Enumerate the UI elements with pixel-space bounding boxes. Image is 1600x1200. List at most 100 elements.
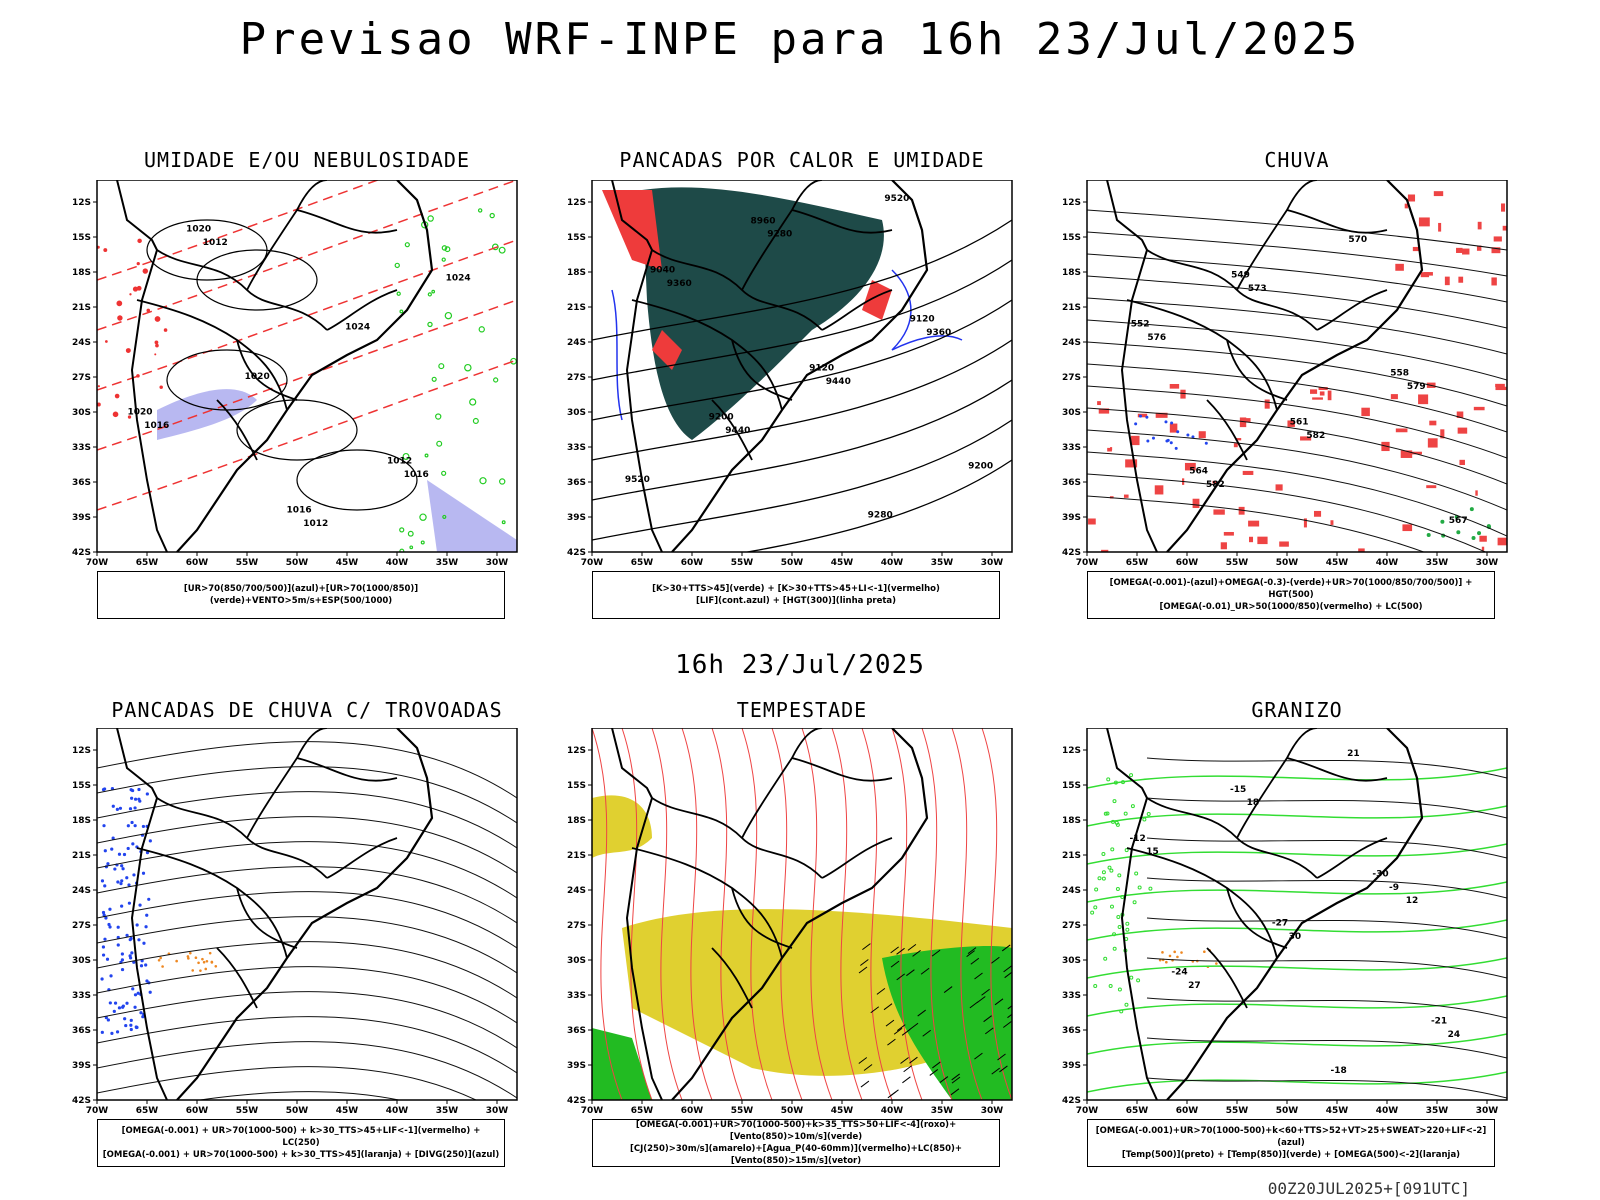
lat-tick-label: 21S bbox=[1062, 303, 1081, 313]
lat-tick-label: 24S bbox=[72, 338, 91, 348]
contour-label: -9 bbox=[1389, 883, 1399, 893]
contour-label: 9200 bbox=[968, 462, 993, 472]
contour-label: 582 bbox=[1306, 431, 1325, 441]
lat-tick-label: 30S bbox=[567, 956, 586, 966]
legend-tempestade: [OMEGA(-0.001)+UR>70(1000-500)+k>35_TTS>… bbox=[592, 1119, 1000, 1167]
lon-tick-label: 40W bbox=[386, 558, 409, 568]
legend-line: [OMEGA(-0.001)+UR>70(1000-500)+k>35_TTS>… bbox=[635, 1120, 957, 1142]
lat-tick-label: 36S bbox=[72, 1026, 91, 1036]
lat-tick-label: 15S bbox=[567, 233, 586, 243]
lon-tick-label: 50W bbox=[286, 1106, 309, 1116]
contour-label: 579 bbox=[1407, 382, 1426, 392]
contour-label: 570 bbox=[1348, 235, 1367, 245]
lat-tick-label: 24S bbox=[1062, 338, 1081, 348]
contour-label: 1012 bbox=[387, 457, 412, 467]
contour-label: 9120 bbox=[910, 314, 935, 324]
lat-tick-label: 42S bbox=[72, 1096, 91, 1106]
main-title: Previsao WRF-INPE para 16h 23/Jul/2025 bbox=[239, 14, 1361, 65]
contour-label: 576 bbox=[1147, 333, 1166, 343]
lat-tick-label: 39S bbox=[567, 1061, 586, 1071]
contour-label: -12 bbox=[1130, 834, 1146, 844]
lon-tick-label: 65W bbox=[136, 558, 159, 568]
lon-tick-label: 65W bbox=[136, 1106, 159, 1116]
lat-tick-label: 36S bbox=[1062, 1026, 1081, 1036]
lat-tick-label: 24S bbox=[1062, 886, 1081, 896]
lat-tick-label: 27S bbox=[72, 373, 91, 383]
map-granizo: 12 15 18 21 24 27 30 -9 -12 -15 -18 -21 -24 -27 -30 12S… bbox=[1062, 728, 1508, 1116]
lat-tick-label: 42S bbox=[567, 1096, 586, 1106]
legend-trovoadas: [OMEGA(-0.001) + UR>70(1000-500) + k>30_… bbox=[97, 1119, 505, 1167]
lat-tick-label: 15S bbox=[1062, 781, 1081, 791]
lon-tick-label: 65W bbox=[631, 558, 654, 568]
lat-tick-label: 39S bbox=[567, 513, 586, 523]
contour-label: 1016 bbox=[144, 421, 169, 431]
contour-label: -30 bbox=[1372, 870, 1388, 880]
map-umidade: 1012 1012 1016 1016 1020 1024 1024 1020 1016 1012… bbox=[72, 180, 518, 568]
contour-label: -15 bbox=[1230, 785, 1246, 795]
lat-tick-label: 15S bbox=[567, 781, 586, 791]
lat-tick-label: 42S bbox=[567, 548, 586, 558]
panel-title-tempestade: TEMPESTADE bbox=[736, 698, 868, 722]
contour-label: 549 bbox=[1231, 271, 1250, 281]
contour-label: 9040 bbox=[650, 265, 675, 275]
lat-tick-label: 39S bbox=[72, 513, 91, 523]
lat-tick-label: 18S bbox=[72, 268, 91, 278]
lat-tick-label: 21S bbox=[72, 851, 91, 861]
lat-tick-label: 18S bbox=[567, 816, 586, 826]
lon-tick-label: 50W bbox=[1276, 1106, 1299, 1116]
lat-tick-label: 30S bbox=[72, 956, 91, 966]
lon-tick-label: 30W bbox=[981, 558, 1004, 568]
lat-tick-label: 18S bbox=[567, 268, 586, 278]
lon-tick-label: 30W bbox=[486, 1106, 509, 1116]
panel-title-pancadas_calor: PANCADAS POR CALOR E UMIDADE bbox=[619, 148, 985, 172]
panel-title-umidade: UMIDADE E/OU NEBULOSIDADE bbox=[143, 148, 471, 172]
lon-tick-label: 65W bbox=[631, 1106, 654, 1116]
panel-title-trovoadas: PANCADAS DE CHUVA C/ TROVOADAS bbox=[111, 698, 503, 722]
lat-tick-label: 15S bbox=[72, 781, 91, 791]
lat-tick-label: 36S bbox=[567, 478, 586, 488]
contour-label: 9520 bbox=[884, 194, 909, 204]
lon-tick-label: 35W bbox=[436, 1106, 459, 1116]
lat-tick-label: 33S bbox=[72, 443, 91, 453]
lat-tick-label: 12S bbox=[1062, 746, 1081, 756]
lat-tick-label: 27S bbox=[567, 373, 586, 383]
lat-tick-label: 12S bbox=[567, 198, 586, 208]
lat-tick-label: 30S bbox=[1062, 408, 1081, 418]
contour-label: 18 bbox=[1247, 798, 1260, 808]
lat-tick-label: 21S bbox=[72, 303, 91, 313]
contour-label: 9440 bbox=[725, 426, 750, 436]
lon-tick-label: 55W bbox=[1226, 558, 1249, 568]
lat-tick-label: 42S bbox=[1062, 1096, 1081, 1106]
lon-tick-label: 70W bbox=[581, 558, 604, 568]
lon-tick-label: 40W bbox=[386, 1106, 409, 1116]
contour-label: 1016 bbox=[404, 470, 429, 480]
lat-tick-label: 39S bbox=[1062, 513, 1081, 523]
lat-tick-label: 15S bbox=[72, 233, 91, 243]
lat-tick-label: 33S bbox=[72, 991, 91, 1001]
lon-tick-label: 60W bbox=[681, 558, 704, 568]
contour-label: -24 bbox=[1171, 968, 1187, 978]
contour-label: -27 bbox=[1272, 919, 1288, 929]
legend-line: [CJ(250)>30m/s](amarelo)+[Agua_P(40-60mm… bbox=[629, 1144, 963, 1166]
lon-tick-label: 35W bbox=[436, 558, 459, 568]
legend-line: [K>30+TTS>45](verde) + [K>30+TTS>45+LI<-… bbox=[652, 584, 940, 594]
contour-label: 21 bbox=[1347, 749, 1360, 759]
lon-tick-label: 45W bbox=[831, 1106, 854, 1116]
lon-tick-label: 65W bbox=[1126, 1106, 1149, 1116]
legend-granizo: [OMEGA(-0.001)+UR>70(1000-500)+k<60+TTS>… bbox=[1087, 1119, 1495, 1167]
contour-label: 12 bbox=[1406, 896, 1419, 906]
lon-tick-label: 30W bbox=[1476, 1106, 1499, 1116]
lat-tick-label: 33S bbox=[567, 991, 586, 1001]
lon-tick-label: 55W bbox=[236, 558, 259, 568]
contour-label: 552 bbox=[1131, 320, 1150, 330]
legend-line: [OMEGA(-0.001)+UR>70(1000-500)+k<60+TTS>… bbox=[1095, 1126, 1487, 1148]
legend-line: [Temp(500)](preto) + [Temp(850)](verde) … bbox=[1121, 1150, 1461, 1160]
contour-label: 561 bbox=[1290, 418, 1309, 428]
contour-label: 1020 bbox=[245, 372, 270, 382]
panel-title-chuva: CHUVA bbox=[1264, 148, 1330, 172]
contour-label: 1012 bbox=[303, 519, 328, 529]
map-pancadas_calor: 9520 9520 9440 9440 9360 9360 9280 9280 9200 9200… bbox=[567, 180, 1013, 568]
contour-label: 582 bbox=[1206, 480, 1225, 490]
contour-label: 1012 bbox=[203, 238, 228, 248]
